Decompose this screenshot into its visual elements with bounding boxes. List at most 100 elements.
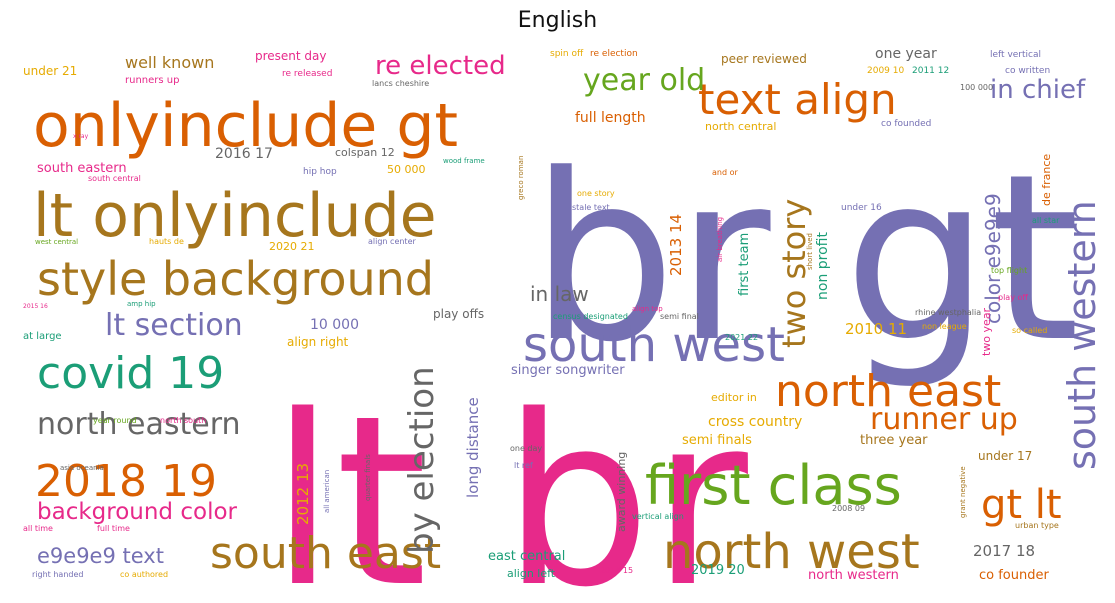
word-full-time: full time: [97, 524, 130, 533]
word-co-founded: co founded: [881, 119, 931, 129]
word-census-designated: census designated: [553, 312, 628, 321]
word-align-top: align top: [632, 305, 663, 313]
word-re-elected: re elected: [375, 51, 506, 81]
word-south-eastern: south eastern: [37, 161, 127, 176]
word-grant-negative: grant negative: [959, 466, 967, 518]
word-align-center: align center: [368, 237, 416, 246]
word-2019-20: 2019 20: [691, 563, 745, 578]
word-year-round: year round: [93, 416, 137, 425]
word-south-west: south west: [523, 317, 785, 373]
word-under-16: under 16: [841, 203, 882, 213]
word-two-story: two story: [775, 199, 813, 348]
word-vertical-align: vertical align: [632, 512, 684, 521]
word-urban-type: urban type: [1015, 521, 1059, 530]
word-asia-oceania: asia oceania: [60, 464, 104, 472]
word-lancs-cheshire: lancs cheshire: [372, 79, 429, 88]
word-x-ray: x ray: [73, 133, 89, 140]
word-right-handed: right handed: [32, 570, 83, 579]
word-amp-hip: amp hip: [127, 300, 156, 308]
word-peer-reviewed: peer reviewed: [721, 52, 807, 66]
word-10-000: 10 000: [310, 317, 359, 333]
word-co-authored: co authored: [120, 570, 168, 579]
word-hip-hop: hip hop: [303, 167, 337, 177]
word-2009-10: 2009 10: [867, 66, 904, 76]
word-br-gt: br gt: [530, 126, 1080, 393]
word-year-old: year old: [583, 63, 705, 98]
word-award-winning: award winning: [615, 452, 628, 532]
word-2012-13: 2012 13: [294, 463, 312, 525]
word-north-west: north west: [663, 524, 920, 580]
word-de-france: de france: [1040, 154, 1053, 206]
word-lt-onlyinclude: lt onlyinclude: [33, 181, 437, 251]
word-air-breathing: air breathing: [716, 217, 724, 262]
word-under-17: under 17: [978, 449, 1032, 463]
word-re-election: re election: [590, 49, 638, 59]
word-semi-finals: semi finals: [682, 433, 752, 448]
word-2017-18: 2017 18: [973, 542, 1035, 560]
word-one-day: one day: [510, 444, 542, 453]
word-short-lived: short lived: [806, 233, 814, 270]
word-non-profit: non profit: [815, 232, 831, 300]
word-background-color: background color: [37, 499, 238, 525]
word-2016-17: 2016 17: [215, 146, 273, 162]
word-under-21: under 21: [23, 64, 77, 78]
word-lt-section: lt section: [105, 308, 243, 343]
word-first-class: first class: [645, 454, 902, 517]
word-north-eastern: north eastern: [37, 407, 241, 442]
word-align-left: align left: [507, 567, 556, 580]
word-stale-text: stale text: [572, 203, 610, 212]
word-2011-12: 2011 12: [912, 66, 949, 76]
word-south-east: south east: [210, 528, 441, 579]
word-colspan-12: colspan 12: [335, 146, 395, 159]
word-present-day: present day: [255, 49, 327, 63]
word-full-length: full length: [575, 110, 646, 126]
word-editor-in: editor in: [711, 391, 757, 404]
word-north-east: north east: [775, 366, 1001, 417]
word-play-off: play off: [998, 293, 1028, 302]
word-2014-15: 2014 15: [600, 566, 633, 575]
word-color-e9e9e9: color e9e9e9: [981, 193, 1005, 324]
word-align-right: align right: [287, 335, 349, 349]
word-2020-21: 2020 21: [269, 240, 315, 253]
word-100-000: 100 000: [960, 83, 993, 92]
word-in-chief: in chief: [990, 75, 1086, 105]
word-first-team: first team: [737, 233, 752, 296]
word-co-written: co written: [1005, 66, 1050, 76]
word-wood-frame: wood frame: [443, 157, 485, 165]
word-three-year: three year: [860, 433, 928, 448]
word-2021-22: 2021 22: [725, 333, 758, 342]
word-2018-19: 2018 19: [35, 456, 217, 507]
word-2008-09: 2008 09: [832, 504, 865, 513]
word-all-american: all american: [323, 470, 331, 513]
word-2010-11: 2010 11: [845, 320, 907, 338]
word-cross-country: cross country: [708, 414, 802, 430]
word-one-story: one story: [577, 189, 615, 198]
word-2015-16: 2015 16: [23, 303, 48, 310]
word-singer-songwriter: singer songwriter: [511, 363, 625, 378]
word-left-vertical: left vertical: [990, 50, 1041, 60]
word-south-central: south central: [88, 174, 141, 183]
word-style-background: style background: [37, 252, 434, 306]
word-all-star: all star: [1032, 216, 1060, 225]
chart-title: English: [517, 8, 598, 33]
word-runners-up: runners up: [125, 75, 179, 86]
word-two-year: two year: [980, 307, 993, 356]
word-hauts-de: hauts de: [149, 237, 184, 246]
word-in-law: in law: [530, 282, 589, 306]
word-long-distance: long distance: [464, 397, 482, 498]
word-50-000: 50 000: [387, 163, 426, 176]
word-at-large: at large: [23, 331, 62, 342]
word-north-south: north south: [160, 416, 206, 425]
word-runner-up: runner up: [870, 402, 1018, 437]
word-so-called: so called: [1012, 326, 1047, 335]
word-south-western: south western: [1060, 200, 1100, 470]
word-quarter-finals: quarter finals: [364, 454, 372, 501]
word-east-central: east central: [488, 549, 565, 564]
word-north-western: north western: [808, 568, 899, 583]
word-rhine-westphalia: rhine westphalia: [915, 308, 981, 317]
word-text-align: text align: [698, 75, 897, 124]
word-all-time: all time: [23, 524, 53, 533]
word-lt-br: lt br: [270, 366, 748, 598]
word-by-election: by election: [402, 366, 442, 554]
word-lt-ref: lt ref: [514, 461, 533, 470]
